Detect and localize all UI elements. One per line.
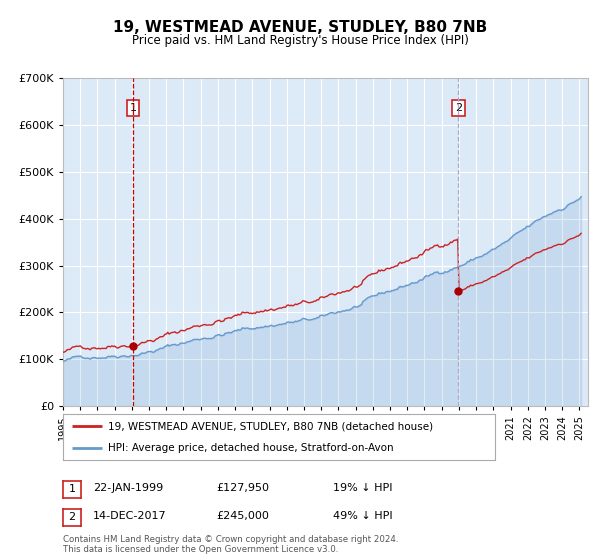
Text: 19% ↓ HPI: 19% ↓ HPI — [333, 483, 392, 493]
Text: 2: 2 — [68, 512, 76, 522]
Text: Price paid vs. HM Land Registry's House Price Index (HPI): Price paid vs. HM Land Registry's House … — [131, 34, 469, 46]
Text: 22-JAN-1999: 22-JAN-1999 — [93, 483, 163, 493]
Text: £127,950: £127,950 — [216, 483, 269, 493]
Text: 19, WESTMEAD AVENUE, STUDLEY, B80 7NB: 19, WESTMEAD AVENUE, STUDLEY, B80 7NB — [113, 20, 487, 35]
Text: 14-DEC-2017: 14-DEC-2017 — [93, 511, 167, 521]
Text: £245,000: £245,000 — [216, 511, 269, 521]
Text: Contains HM Land Registry data © Crown copyright and database right 2024.
This d: Contains HM Land Registry data © Crown c… — [63, 535, 398, 554]
Text: 19, WESTMEAD AVENUE, STUDLEY, B80 7NB (detached house): 19, WESTMEAD AVENUE, STUDLEY, B80 7NB (d… — [109, 421, 433, 431]
Text: 49% ↓ HPI: 49% ↓ HPI — [333, 511, 392, 521]
Text: 1: 1 — [68, 484, 76, 494]
Text: HPI: Average price, detached house, Stratford-on-Avon: HPI: Average price, detached house, Stra… — [109, 444, 394, 454]
Text: 2: 2 — [455, 103, 462, 113]
Text: 1: 1 — [130, 103, 136, 113]
